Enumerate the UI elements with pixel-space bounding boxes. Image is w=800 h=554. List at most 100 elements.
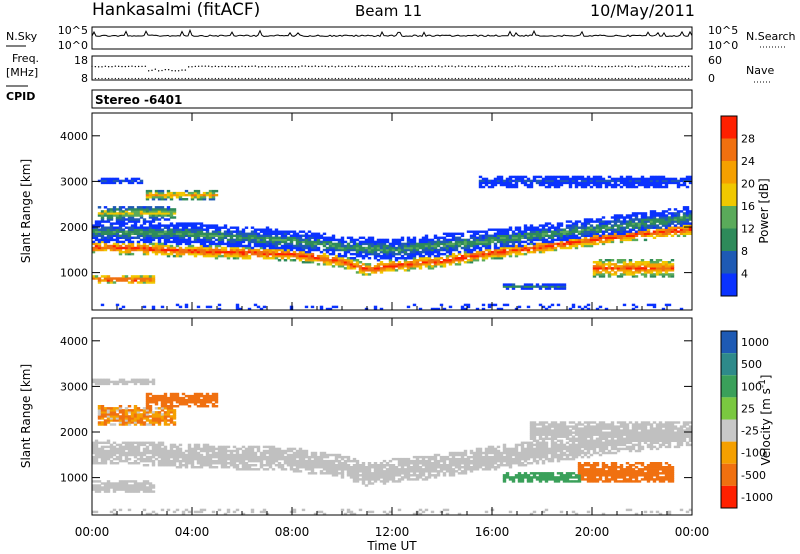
heatmap-cell: [448, 261, 453, 264]
heatmap-cell: [427, 265, 432, 268]
heatmap-cell: [163, 398, 168, 402]
heatmap-cell: [667, 226, 672, 229]
heatmap-cell: [499, 257, 504, 260]
heatmap-cell: [538, 183, 543, 187]
heatmap-cell: [367, 238, 372, 242]
heatmap-cell: [613, 179, 618, 183]
heatmap-cell: [517, 230, 522, 233]
heatmap-cell: [97, 415, 102, 418]
heatmap-cell: [106, 490, 111, 493]
heatmap-cell: [133, 179, 138, 183]
heatmap-cell: [505, 283, 510, 286]
heatmap-cell: [619, 230, 624, 233]
heatmap-cell: [229, 254, 234, 258]
heatmap-cell: [598, 220, 603, 223]
heatmap-cell: [118, 455, 123, 459]
heatmap-cell: [547, 236, 552, 240]
heatmap-cell: [559, 234, 564, 238]
heatmap-cell: [619, 224, 624, 227]
heatmap-cell: [619, 226, 624, 229]
heatmap-cell: [214, 250, 219, 254]
heatmap-cell: [214, 232, 219, 236]
heatmap-cell: [391, 242, 396, 246]
heatmap-cell: [160, 198, 165, 201]
heatmap-cell: [205, 230, 210, 233]
heatmap-cell: [424, 238, 429, 242]
heatmap-cell: [640, 263, 645, 266]
freq-point: [277, 66, 280, 68]
heatmap-cell: [583, 240, 588, 244]
heatmap-cell: [151, 462, 156, 465]
heatmap-cell: [544, 234, 549, 238]
heatmap-cell: [136, 451, 141, 455]
heatmap-cell: [679, 216, 684, 219]
heatmap-cell: [661, 181, 666, 185]
nave-point: [358, 77, 360, 80]
heatmap-cell: [277, 455, 282, 459]
heatmap-cell: [394, 248, 399, 252]
heatmap-cell: [94, 236, 99, 240]
heatmap-cell: [556, 283, 561, 286]
heatmap-cell: [580, 230, 585, 233]
colorbar-swatch: [721, 116, 737, 139]
nave-point: [431, 77, 433, 80]
heatmap-cell: [373, 271, 378, 274]
heatmap-cell: [592, 267, 597, 270]
nave-point: [168, 77, 170, 80]
heatmap-cell: [550, 303, 555, 307]
heatmap-cell: [664, 216, 669, 219]
heatmap-cell: [247, 447, 252, 451]
heatmap-cell: [226, 234, 231, 238]
heatmap-cell: [154, 212, 159, 215]
heatmap-cell: [148, 226, 153, 229]
heatmap-cell: [145, 445, 150, 449]
heatmap-cell: [364, 252, 369, 256]
heatmap-cell: [280, 254, 285, 258]
heatmap-cell: [505, 287, 510, 290]
heatmap-cell: [220, 238, 225, 242]
heatmap-cell: [616, 259, 621, 262]
heatmap-cell: [250, 250, 255, 254]
heatmap-cell: [148, 222, 153, 225]
heatmap-cell: [631, 224, 636, 227]
nsky-frame: [91, 26, 693, 50]
heatmap-cell: [106, 279, 111, 282]
heatmap-cell: [235, 240, 240, 244]
heatmap-cell: [256, 305, 261, 309]
heatmap-cell: [340, 265, 345, 268]
heatmap-cell: [100, 179, 105, 183]
heatmap-cell: [118, 457, 123, 461]
heatmap-cell: [442, 263, 447, 266]
nave-point: [298, 77, 300, 80]
heatmap-cell: [115, 208, 120, 211]
heatmap-cell: [637, 269, 642, 272]
heatmap-cell: [664, 177, 669, 181]
heatmap-cell: [313, 259, 318, 262]
nave-point: [561, 77, 563, 80]
heatmap-cell: [436, 259, 441, 262]
heatmap-cell: [526, 183, 531, 187]
heatmap-cell: [487, 185, 492, 189]
heatmap-cell: [466, 248, 471, 252]
heatmap-cell: [619, 234, 624, 238]
heatmap-cell: [388, 257, 393, 260]
heatmap-cell: [601, 267, 606, 270]
heatmap-cell: [268, 246, 273, 250]
heatmap-cell: [121, 480, 126, 483]
heatmap-cell: [685, 212, 690, 215]
heatmap-cell: [295, 246, 300, 250]
heatmap-cell: [322, 240, 327, 244]
heatmap-cell: [175, 252, 180, 256]
heatmap-cell: [640, 222, 645, 225]
heatmap-cell: [655, 259, 660, 262]
heatmap-cell: [505, 252, 510, 256]
heatmap-cell: [229, 250, 234, 254]
heatmap-cell: [106, 421, 111, 424]
heatmap-cell: [685, 175, 690, 179]
heatmap-cell: [502, 283, 507, 286]
heatmap-cell: [142, 250, 147, 254]
heatmap-cell: [631, 177, 636, 181]
heatmap-cell: [673, 212, 678, 215]
heatmap-cell: [370, 240, 375, 244]
heatmap-cell: [127, 252, 132, 256]
